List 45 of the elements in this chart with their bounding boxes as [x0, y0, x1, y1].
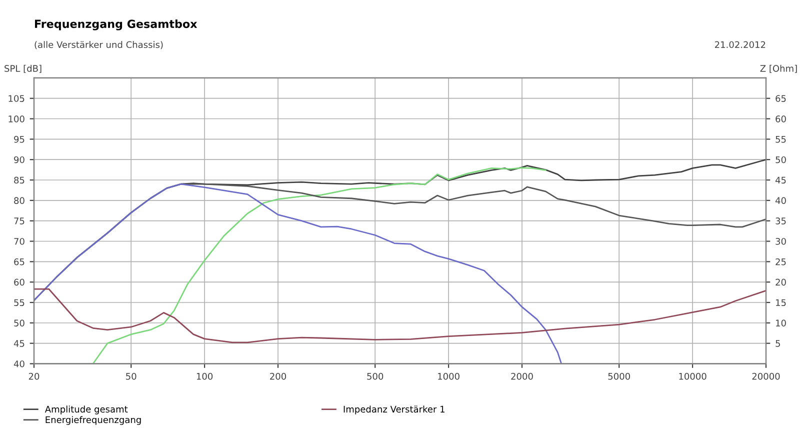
y2-tick-label: 60	[776, 115, 786, 122]
y2-tick-label: 5	[776, 340, 780, 347]
x-tick-label: 5000	[608, 372, 630, 380]
x-tick-label: 20	[28, 372, 40, 380]
y2-tick-label: 30	[776, 238, 786, 245]
y-tick-label: 55	[14, 299, 24, 306]
x-tick-label: 20000	[752, 372, 780, 380]
y-tick-label: 45	[14, 340, 24, 347]
x-tick-label: 10000	[679, 372, 706, 380]
x-tick-label: 50	[126, 372, 136, 380]
legend-label: Energiefrequenzgang	[46, 416, 141, 425]
y-tick-label: 70	[14, 238, 24, 245]
x-tick-label: 500	[367, 372, 384, 380]
y-tick-label: 80	[14, 197, 24, 204]
y2-tick-label: 25	[776, 258, 786, 266]
y2-tick-label: 40	[775, 197, 786, 204]
y-tick-label: 50	[14, 320, 24, 326]
y-tick-label: 105	[8, 95, 24, 102]
legend-label: Amplitude gesamt	[44, 406, 128, 414]
y-tick-label: 60	[14, 278, 24, 286]
y2-tick-label: 50	[776, 156, 786, 164]
x-tick-label: 100	[196, 372, 213, 380]
y-axis-title: SPL [dB]	[4, 64, 42, 73]
y2-tick-label: 15	[776, 299, 786, 306]
chart-subtitle: (alle Verstärker und Chassis)	[34, 41, 163, 50]
y2-tick-label: 20	[776, 278, 786, 286]
x-tick-label: 200	[270, 372, 286, 380]
y-tick-label: 75	[14, 218, 24, 224]
y2-tick-label: 65	[776, 95, 786, 102]
y-tick-label: 40	[14, 360, 24, 368]
y2-tick-label: 35	[776, 218, 786, 224]
y2-tick-label: 45	[775, 176, 786, 184]
chart-title: Frequenzgang Gesamtbox	[35, 19, 198, 30]
y-tick-label: 90	[14, 156, 24, 164]
y-tick-label: 100	[8, 115, 24, 122]
y2-tick-label: 10	[776, 320, 786, 326]
y-tick-label: 85	[14, 176, 24, 184]
x-tick-label: 1000	[438, 372, 460, 380]
y-tick-label: 65	[14, 258, 24, 266]
x-tick-label: 2000	[511, 372, 533, 380]
text: 21.02.2012	[714, 41, 766, 48]
y2-tick-label: 55	[776, 136, 786, 143]
y2-axis-title: Z [Ohm]	[760, 64, 797, 73]
y-tick-label: 95	[14, 136, 24, 143]
legend-label: Impedanz Verstärker 1	[344, 406, 444, 414]
